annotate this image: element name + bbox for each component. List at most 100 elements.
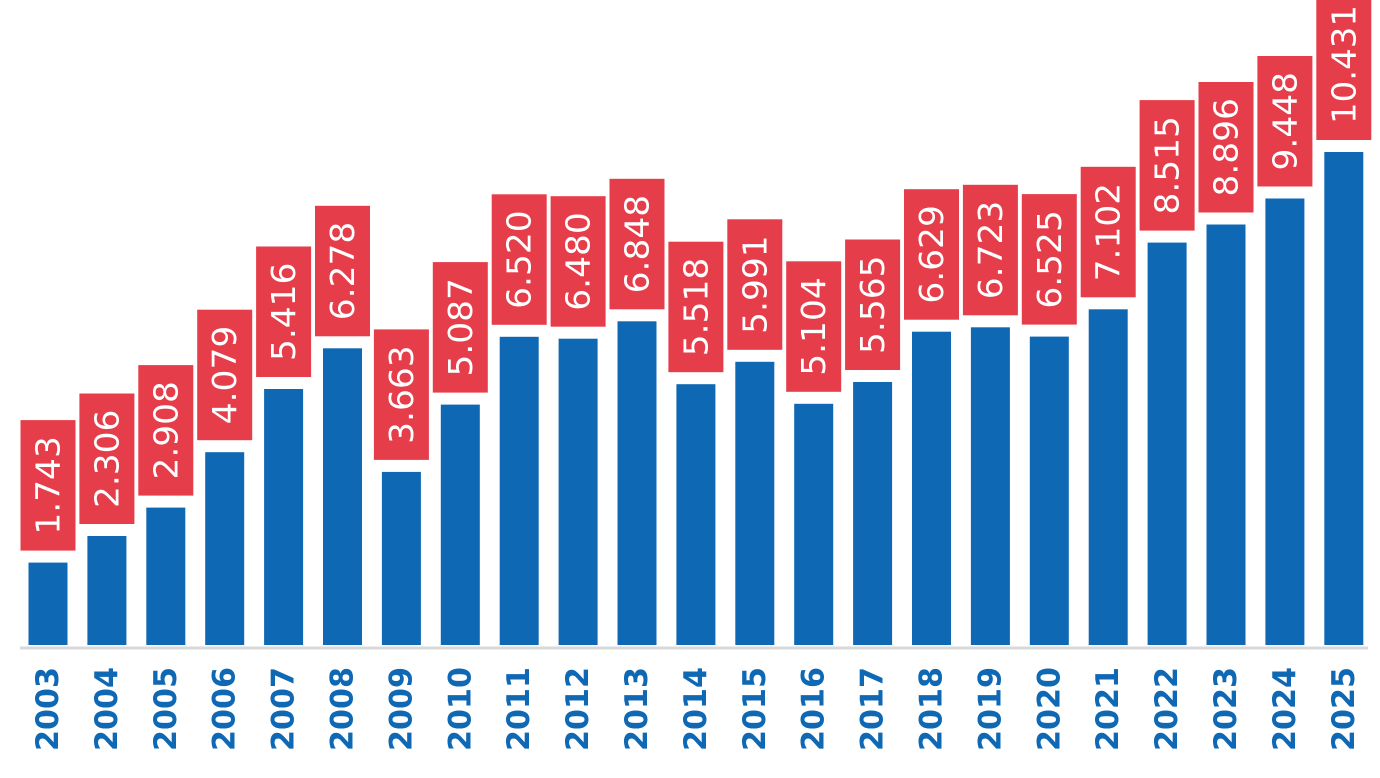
x-tick-2022: 2022 bbox=[1149, 667, 1185, 751]
bar-2022 bbox=[1147, 242, 1187, 645]
bar-2025 bbox=[1324, 152, 1364, 645]
value-label-2008: 6.278 bbox=[315, 205, 370, 337]
bars-layer bbox=[28, 152, 1364, 645]
value-label-box bbox=[1198, 82, 1254, 213]
bar-2018 bbox=[912, 331, 951, 645]
value-label-box bbox=[1316, 0, 1372, 140]
x-tick-2004: 2004 bbox=[89, 667, 125, 751]
x-tick-2008: 2008 bbox=[325, 667, 361, 751]
value-label-text: 8.896 bbox=[1207, 98, 1246, 197]
value-label-box bbox=[962, 184, 1018, 316]
value-label-box bbox=[1139, 100, 1195, 231]
x-tick-2025: 2025 bbox=[1326, 667, 1362, 751]
value-label-box bbox=[550, 196, 606, 327]
value-label-2019: 6.723 bbox=[962, 184, 1018, 316]
value-label-box bbox=[256, 246, 312, 377]
value-label-box bbox=[845, 239, 901, 370]
bar-2008 bbox=[323, 348, 362, 645]
x-tick-2015: 2015 bbox=[737, 667, 773, 751]
x-tick-2021: 2021 bbox=[1090, 667, 1126, 751]
value-label-2010: 5.087 bbox=[432, 262, 488, 393]
x-tick-2003: 2003 bbox=[30, 667, 66, 751]
bar-2023 bbox=[1206, 224, 1246, 645]
value-label-2007: 5.416 bbox=[256, 246, 312, 377]
value-label-box bbox=[904, 189, 959, 320]
bar-2013 bbox=[617, 321, 657, 645]
value-label-2015: 5.991 bbox=[727, 219, 783, 350]
value-label-box bbox=[609, 178, 665, 310]
bar-2012 bbox=[558, 338, 598, 645]
value-label-text: 5.416 bbox=[264, 263, 303, 362]
x-tick-2007: 2007 bbox=[266, 667, 302, 751]
bar-2017 bbox=[853, 382, 893, 645]
value-label-2025: 10.431 bbox=[1316, 0, 1372, 140]
bar-2019 bbox=[970, 327, 1010, 645]
bar-2020 bbox=[1029, 336, 1069, 645]
x-tick-2012: 2012 bbox=[560, 667, 596, 751]
value-label-text: 5.991 bbox=[735, 235, 774, 334]
value-label-box bbox=[1021, 194, 1077, 325]
value-label-text: 5.087 bbox=[441, 278, 480, 377]
value-label-box bbox=[432, 262, 488, 393]
x-tick-2016: 2016 bbox=[796, 667, 832, 751]
value-label-2011: 6.520 bbox=[491, 194, 547, 325]
value-label-2020: 6.525 bbox=[1021, 194, 1077, 325]
x-tick-2018: 2018 bbox=[914, 667, 950, 751]
bar-2007 bbox=[264, 389, 304, 645]
x-tick-2005: 2005 bbox=[148, 667, 184, 751]
value-label-box bbox=[315, 205, 370, 337]
x-tick-2017: 2017 bbox=[855, 667, 891, 751]
bar-2014 bbox=[676, 384, 716, 645]
bar-2016 bbox=[794, 403, 834, 645]
value-label-2017: 5.565 bbox=[845, 239, 901, 370]
value-label-text: 5.518 bbox=[676, 258, 715, 357]
value-label-2006: 4.079 bbox=[197, 309, 253, 441]
x-tick-2011: 2011 bbox=[501, 667, 537, 751]
x-tick-2019: 2019 bbox=[972, 667, 1008, 751]
value-label-text: 6.520 bbox=[500, 210, 539, 309]
bar-2010 bbox=[440, 404, 480, 645]
value-label-box bbox=[373, 329, 429, 460]
value-label-box bbox=[491, 194, 547, 325]
bar-2009 bbox=[381, 471, 421, 645]
value-label-box bbox=[20, 420, 76, 551]
bar-2006 bbox=[205, 452, 245, 645]
value-label-text: 6.723 bbox=[971, 201, 1010, 300]
x-tick-2014: 2014 bbox=[678, 667, 714, 751]
value-label-2024: 9.448 bbox=[1257, 56, 1313, 187]
x-tick-2006: 2006 bbox=[207, 667, 243, 751]
value-label-2016: 5.104 bbox=[786, 261, 842, 392]
value-label-text: 8.515 bbox=[1148, 116, 1187, 215]
value-label-2018: 6.629 bbox=[904, 189, 959, 320]
value-label-2013: 6.848 bbox=[609, 178, 665, 310]
x-tick-2020: 2020 bbox=[1031, 667, 1067, 751]
value-label-text: 5.565 bbox=[853, 255, 892, 354]
value-label-2004: 2.306 bbox=[79, 393, 135, 524]
value-label-text: 9.448 bbox=[1265, 72, 1304, 171]
value-label-box bbox=[786, 261, 842, 392]
value-label-2003: 1.743 bbox=[20, 420, 76, 551]
value-label-box bbox=[138, 365, 194, 496]
value-label-text: 6.525 bbox=[1030, 210, 1069, 309]
value-label-text: 6.480 bbox=[559, 212, 598, 311]
value-label-2009: 3.663 bbox=[373, 329, 429, 460]
value-label-box bbox=[1257, 56, 1313, 187]
value-label-box bbox=[197, 309, 253, 441]
bar-2021 bbox=[1088, 309, 1128, 645]
value-label-text: 6.278 bbox=[323, 222, 362, 321]
value-label-text: 1.743 bbox=[29, 436, 68, 535]
bar-2004 bbox=[87, 536, 127, 645]
x-tick-2010: 2010 bbox=[442, 667, 478, 751]
value-label-box bbox=[727, 219, 783, 350]
value-label-2014: 5.518 bbox=[668, 241, 724, 373]
value-labels-layer: 1.743 2.306 2.908 4.079 5.416 6.278 3.663 5.087… bbox=[20, 0, 1372, 551]
value-label-text: 10.431 bbox=[1324, 5, 1363, 124]
bar-2015 bbox=[735, 361, 775, 645]
value-label-text: 3.663 bbox=[382, 345, 421, 444]
value-label-text: 4.079 bbox=[205, 326, 244, 425]
value-label-text: 5.104 bbox=[794, 277, 833, 376]
value-label-box bbox=[1080, 166, 1136, 298]
bar-2003 bbox=[28, 562, 68, 645]
